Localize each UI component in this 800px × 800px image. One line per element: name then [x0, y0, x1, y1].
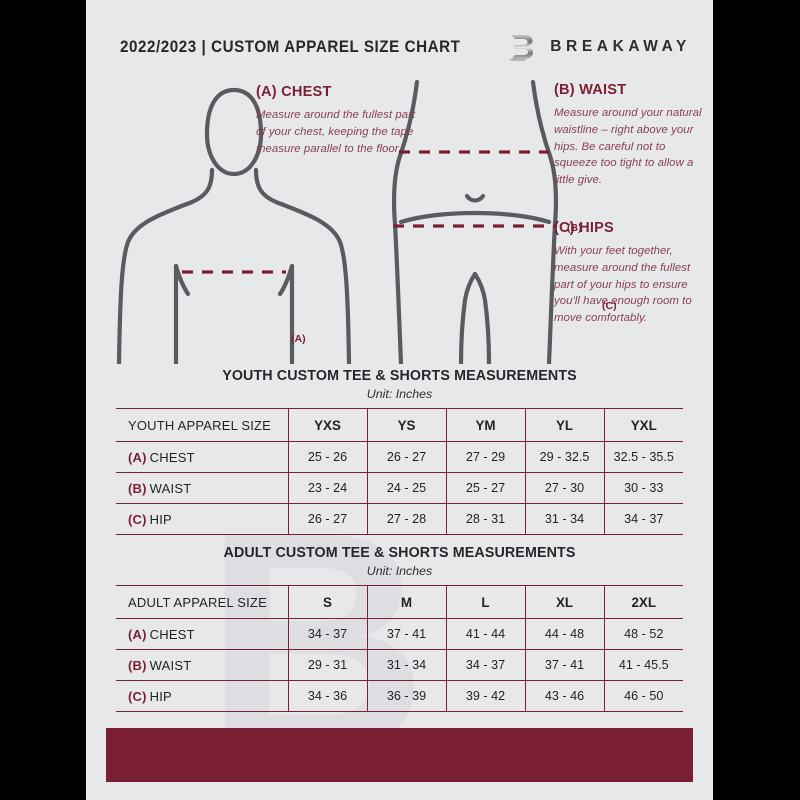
chest-measure-label: (A) [291, 333, 306, 345]
youth-row-header-label: YOUTH APPAREL SIZE [116, 408, 289, 442]
youth-row-1-label: (B) WAIST [116, 472, 289, 504]
youth-r0-c1: 26 - 27 [367, 441, 447, 473]
adult-r0-c3: 44 - 48 [525, 618, 605, 650]
waist-description-body: Measure around your natural waistline – … [554, 107, 702, 187]
youth-col-1: YS [367, 408, 447, 442]
table-header-row: ADULT APPAREL SIZE S M L XL 2XL [116, 585, 683, 619]
front-hips-silhouette-icon [391, 79, 559, 364]
youth-table-title: YOUTH CUSTOM TEE & SHORTS MEASUREMENTS [222, 368, 577, 384]
youth-table-unit: Unit: Inches [366, 387, 433, 401]
breakaway-b-logo-icon [509, 35, 534, 61]
adult-col-0: S [288, 585, 368, 619]
youth-r0-c0: 25 - 26 [288, 441, 368, 473]
chest-description-body: Measure around the fullest part of your … [256, 109, 416, 155]
adult-table-title: ADULT CUSTOM TEE & SHORTS MEASUREMENTS [223, 545, 576, 561]
table-row: (C) HIP 34 - 36 36 - 39 39 - 42 43 - 46 4… [116, 680, 683, 712]
adult-r1-c4: 41 - 45.5 [604, 649, 683, 681]
youth-col-0: YXS [288, 408, 368, 442]
row-label: WAIST [149, 480, 192, 496]
youth-r1-c2: 25 - 27 [446, 472, 526, 504]
youth-r1-c3: 27 - 30 [525, 472, 605, 504]
row-tag: (C) [128, 688, 147, 704]
row-label: CHEST [149, 626, 195, 642]
row-label: CHEST [149, 449, 195, 465]
youth-r1-c0: 23 - 24 [288, 472, 368, 504]
adult-r0-c2: 41 - 44 [446, 618, 526, 650]
youth-row-0-label: (A) CHEST [116, 441, 289, 473]
row-label: WAIST [149, 657, 192, 673]
table-row: (C) HIP 26 - 27 27 - 28 28 - 31 31 - 34 3… [116, 503, 683, 535]
chest-description: (A) CHEST Measure around the fullest par… [256, 84, 416, 157]
adult-col-2: L [446, 585, 526, 619]
brand-name: BREAKAWAY [550, 38, 691, 55]
hips-description-title: (C) HIPS [554, 220, 614, 236]
youth-r0-c4: 32.5 - 35.5 [604, 441, 683, 473]
adult-col-3: XL [525, 585, 605, 619]
youth-col-2: YM [446, 408, 526, 442]
row-label: HIP [149, 688, 172, 704]
youth-r0-c2: 27 - 29 [446, 441, 526, 473]
footer-accent-bar [106, 728, 693, 782]
waist-description: (B) WAIST Measure around your natural wa… [554, 82, 704, 189]
adult-measurements-section: ADULT CUSTOM TEE & SHORTS MEASUREMENTS U… [116, 545, 683, 712]
table-header-row: YOUTH APPAREL SIZE YXS YS YM YL YXL [116, 408, 683, 442]
youth-r1-c1: 24 - 25 [367, 472, 447, 504]
adult-r1-c1: 31 - 34 [367, 649, 447, 681]
waist-measure-label: (B) [567, 222, 582, 234]
row-tag: (B) [128, 480, 147, 496]
adult-r1-c2: 34 - 37 [446, 649, 526, 681]
row-tag: (C) [128, 511, 147, 527]
adult-col-1: M [367, 585, 447, 619]
youth-r1-c4: 30 - 33 [604, 472, 683, 504]
adult-row-header-label: ADULT APPAREL SIZE [116, 585, 289, 619]
adult-row-1-label: (B) WAIST [116, 649, 289, 681]
table-row: (A) CHEST 25 - 26 26 - 27 27 - 29 29 - 32… [116, 441, 683, 473]
youth-row-2-label: (C) HIP [116, 503, 289, 535]
youth-r0-c3: 29 - 32.5 [525, 441, 605, 473]
size-chart-page: B 2022/2023 | CUSTOM APPAREL SIZE CHART … [86, 0, 713, 800]
row-label: HIP [149, 511, 172, 527]
adult-size-table: ADULT APPAREL SIZE S M L XL 2XL (A) CHEST… [116, 585, 683, 712]
adult-r2-c3: 43 - 46 [525, 680, 605, 712]
adult-r1-c0: 29 - 31 [288, 649, 368, 681]
page-title: 2022/2023 | CUSTOM APPAREL SIZE CHART [120, 37, 461, 56]
adult-r2-c4: 46 - 50 [604, 680, 683, 712]
adult-r2-c0: 34 - 36 [288, 680, 368, 712]
row-tag: (A) [128, 449, 147, 465]
measurement-illustrations: (A) (B) (C) (A) CHEST Measure around the… [86, 74, 713, 364]
youth-r2-c3: 31 - 34 [525, 503, 605, 535]
chest-description-title: (A) CHEST [256, 84, 332, 100]
youth-r2-c1: 27 - 28 [367, 503, 447, 535]
table-row: (B) WAIST 29 - 31 31 - 34 34 - 37 37 - 41… [116, 649, 683, 681]
waist-description-title: (B) WAIST [554, 82, 627, 98]
youth-r2-c4: 34 - 37 [604, 503, 683, 535]
adult-r1-c3: 37 - 41 [525, 649, 605, 681]
adult-r2-c1: 36 - 39 [367, 680, 447, 712]
youth-col-4: YXL [604, 408, 683, 442]
front-torso-silhouette-icon [116, 87, 352, 364]
youth-size-table: YOUTH APPAREL SIZE YXS YS YM YL YXL (A) C… [116, 408, 683, 535]
page-header: 2022/2023 | CUSTOM APPAREL SIZE CHART BR… [86, 30, 713, 64]
adult-table-unit: Unit: Inches [366, 564, 433, 578]
adult-r0-c0: 34 - 37 [288, 618, 368, 650]
row-tag: (B) [128, 657, 147, 673]
hips-description: (C) HIPS With your feet together, measur… [554, 220, 706, 327]
adult-col-4: 2XL [604, 585, 683, 619]
table-row: (A) CHEST 34 - 37 37 - 41 41 - 44 44 - 48… [116, 618, 683, 650]
table-row: (B) WAIST 23 - 24 24 - 25 25 - 27 27 - 30… [116, 472, 683, 504]
adult-r0-c1: 37 - 41 [367, 618, 447, 650]
youth-r2-c2: 28 - 31 [446, 503, 526, 535]
adult-r2-c2: 39 - 42 [446, 680, 526, 712]
hips-measure-label: (C) [602, 300, 617, 312]
hips-description-body: With your feet together, measure around … [554, 245, 692, 325]
row-tag: (A) [128, 626, 147, 642]
adult-r0-c4: 48 - 52 [604, 618, 683, 650]
adult-row-0-label: (A) CHEST [116, 618, 289, 650]
youth-measurements-section: YOUTH CUSTOM TEE & SHORTS MEASUREMENTS U… [116, 368, 683, 535]
youth-col-3: YL [525, 408, 605, 442]
adult-row-2-label: (C) HIP [116, 680, 289, 712]
youth-r2-c0: 26 - 27 [288, 503, 368, 535]
